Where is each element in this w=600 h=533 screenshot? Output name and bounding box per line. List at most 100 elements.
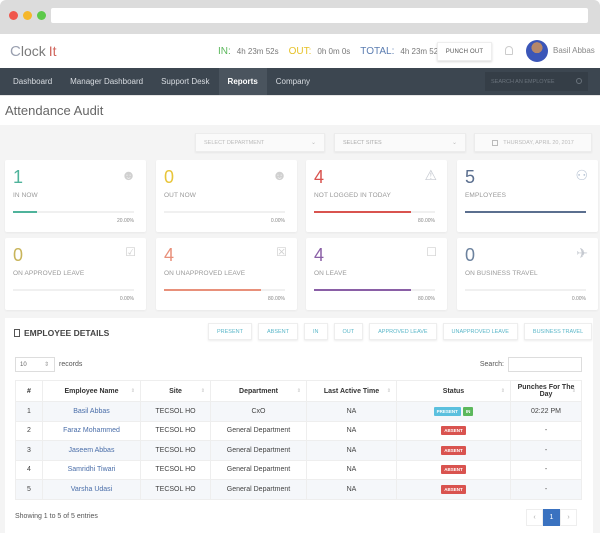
calendar-plus-icon: ☐ bbox=[426, 245, 437, 259]
search-icon[interactable] bbox=[576, 78, 582, 84]
pagination: ‹ 1 › bbox=[526, 509, 577, 526]
date-picker[interactable]: THURSDAY, APRIL 20, 2017 bbox=[474, 133, 592, 152]
filter-present-button[interactable]: PRESENT bbox=[208, 323, 252, 340]
logo-c: C bbox=[10, 42, 21, 60]
search-label: Search: bbox=[479, 361, 504, 368]
last-active-cell: NA bbox=[306, 440, 397, 461]
column-header-last-active[interactable]: Last Active Time ⇕ bbox=[306, 380, 397, 402]
time-summary: IN: 4h 23m 52s OUT: 0h 0m 0s TOTAL: 4h 2… bbox=[218, 34, 446, 68]
minimize-window-button[interactable] bbox=[23, 11, 32, 20]
stat-card-on-leave[interactable]: 4 ON LEAVE ☐ 80.00% bbox=[306, 238, 447, 310]
stat-card-not-logged-in[interactable]: 4 NOT LOGGED IN TODAY ⚠ 80.00% bbox=[306, 160, 447, 232]
stat-percent: 0.00% bbox=[571, 296, 586, 302]
next-page-button[interactable]: › bbox=[560, 509, 577, 526]
filter-business-travel-button[interactable]: BUSINESS TRAVEL bbox=[523, 323, 593, 340]
last-active-cell: NA bbox=[306, 420, 397, 441]
prev-page-button[interactable]: ‹ bbox=[526, 509, 543, 526]
bell-icon[interactable] bbox=[505, 46, 513, 55]
column-header-punches[interactable]: Punches For The Day ⇕ bbox=[510, 380, 582, 402]
nav-item-dashboard[interactable]: Dashboard bbox=[13, 77, 53, 86]
user-icon: ☻ bbox=[121, 167, 136, 183]
table-search: Search: bbox=[480, 357, 582, 372]
column-header-department[interactable]: Department ⇕ bbox=[210, 380, 307, 402]
nav-item-company[interactable]: Company bbox=[275, 77, 311, 86]
calendar-check-icon: ☑ bbox=[125, 245, 136, 259]
in-value: 4h 23m 52s bbox=[236, 46, 279, 56]
avatar[interactable] bbox=[526, 40, 548, 62]
punches-cell: - bbox=[510, 440, 582, 461]
status-cell: ABSENT bbox=[396, 459, 511, 480]
calendar-x-icon: ☒ bbox=[276, 245, 287, 259]
stat-card-unapproved-leave[interactable]: 4 ON UNAPPROVED LEAVE ☒ 80.00% bbox=[156, 238, 297, 310]
filter-out-button[interactable]: OUT bbox=[333, 323, 364, 340]
row-number: 5 bbox=[15, 479, 43, 500]
row-number: 4 bbox=[15, 459, 43, 480]
filter-unapproved-leave-button[interactable]: UNAPPROVED LEAVE bbox=[442, 323, 518, 340]
sort-icon: ⇕ bbox=[200, 388, 205, 394]
sort-icon: ⇕ bbox=[386, 388, 391, 394]
address-bar[interactable] bbox=[51, 8, 588, 23]
stat-card-in-now[interactable]: 1 IN NOW ☻ 20.00% bbox=[5, 160, 146, 232]
site-cell: TECSOL HO bbox=[140, 420, 211, 441]
department-select[interactable]: SELECT DEPARTMENT ⌄ bbox=[195, 133, 325, 152]
stat-card-out-now[interactable]: 0 OUT NOW ☻ 0.00% bbox=[156, 160, 297, 232]
punch-out-button[interactable]: PUNCH OUT bbox=[437, 42, 492, 61]
maximize-window-button[interactable] bbox=[37, 11, 46, 20]
stat-card-approved-leave[interactable]: 0 ON APPROVED LEAVE ☑ 0.00% bbox=[5, 238, 146, 310]
records-select[interactable]: 10 ⇕ bbox=[15, 357, 55, 372]
employee-name-link[interactable]: Jaseem Abbas bbox=[42, 440, 141, 461]
entries-info: Showing 1 to 5 of 5 entries bbox=[15, 513, 98, 520]
employee-name-link[interactable]: Samridhi Tiwari bbox=[42, 459, 141, 480]
progress-bar bbox=[13, 211, 134, 213]
filter-row: SELECT DEPARTMENT ⌄ SELECT SITES ⌄ THURS… bbox=[0, 133, 600, 153]
stat-value: 4 bbox=[314, 167, 325, 187]
plane-icon: ✈ bbox=[576, 245, 588, 261]
progress-bar bbox=[314, 211, 435, 213]
filter-in-button[interactable]: IN bbox=[304, 323, 328, 340]
filter-absent-button[interactable]: ABSENT bbox=[257, 323, 298, 340]
punches-cell: - bbox=[510, 459, 582, 480]
status-badge-absent: ABSENT bbox=[441, 426, 466, 436]
department-cell: General Department bbox=[210, 459, 307, 480]
stat-percent: 80.00% bbox=[418, 296, 435, 302]
stat-card-employees[interactable]: 5 EMPLOYEES ⚇ bbox=[457, 160, 598, 232]
employee-search-input[interactable]: SEARCH AN EMPLOYEE bbox=[485, 72, 588, 91]
row-number: 3 bbox=[15, 440, 43, 461]
records-value: 10 bbox=[20, 361, 27, 368]
users-icon: ⚇ bbox=[575, 167, 588, 183]
main-nav: Dashboard Manager Dashboard Support Desk… bbox=[0, 68, 600, 95]
employee-name-link[interactable]: Faraz Mohammed bbox=[42, 420, 141, 441]
page-1-button[interactable]: 1 bbox=[543, 509, 560, 526]
last-active-cell: NA bbox=[306, 401, 397, 422]
column-header-status[interactable]: Status ⇕ bbox=[396, 380, 511, 402]
site-cell: TECSOL HO bbox=[140, 401, 211, 422]
last-active-cell: NA bbox=[306, 459, 397, 480]
site-cell: TECSOL HO bbox=[140, 459, 211, 480]
progress-bar bbox=[164, 289, 285, 291]
column-header-employee-name[interactable]: Employee Name ⇕ bbox=[42, 380, 141, 402]
employee-details-panel: EMPLOYEE DETAILS PRESENT ABSENT IN OUT A… bbox=[5, 318, 593, 533]
filter-approved-leave-button[interactable]: APPROVED LEAVE bbox=[369, 323, 437, 340]
department-cell: CxO bbox=[210, 401, 307, 422]
user-icon: ☻ bbox=[272, 167, 287, 183]
column-header-site[interactable]: Site ⇕ bbox=[140, 380, 211, 402]
employee-name-link[interactable]: Varsha Udasi bbox=[42, 479, 141, 500]
punches-cell: 02:22 PM bbox=[510, 401, 582, 422]
employee-name-link[interactable]: Basil Abbas bbox=[42, 401, 141, 422]
close-window-button[interactable] bbox=[9, 11, 18, 20]
table-row: 4 Samridhi Tiwari TECSOL HO General Depa… bbox=[15, 459, 582, 480]
nav-item-reports[interactable]: Reports bbox=[218, 68, 267, 95]
user-name[interactable]: Basil Abbas bbox=[553, 46, 595, 55]
sites-select[interactable]: SELECT SITES ⌄ bbox=[334, 133, 466, 152]
nav-item-manager-dashboard[interactable]: Manager Dashboard bbox=[70, 77, 144, 86]
stat-value: 0 bbox=[164, 167, 175, 187]
column-header-number[interactable]: # bbox=[15, 380, 43, 402]
table-search-input[interactable] bbox=[508, 357, 582, 372]
table-header-row: # Employee Name ⇕ Site ⇕ Department ⇕ Last … bbox=[15, 380, 582, 402]
nav-item-support-desk[interactable]: Support Desk bbox=[161, 77, 210, 86]
stat-card-business-travel[interactable]: 0 ON BUSINESS TRAVEL ✈ 0.00% bbox=[457, 238, 598, 310]
sort-arrows-icon: ⇕ bbox=[43, 362, 49, 368]
progress-bar bbox=[13, 289, 134, 291]
